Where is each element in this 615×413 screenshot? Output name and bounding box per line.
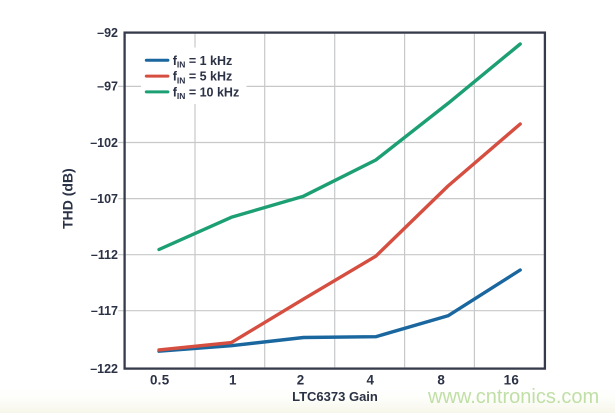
svg-text:fIN = 5 kHz: fIN = 5 kHz [173, 70, 233, 86]
svg-text:www.cntronics.com: www.cntronics.com [427, 386, 599, 408]
svg-text:1: 1 [229, 373, 237, 388]
svg-text:fIN = 10 kHz: fIN = 10 kHz [173, 85, 240, 101]
svg-text:8: 8 [437, 373, 445, 388]
svg-text:–102: –102 [90, 136, 118, 150]
svg-text:–107: –107 [90, 192, 118, 206]
svg-text:0.5: 0.5 [150, 373, 170, 388]
svg-text:fIN = 1 kHz: fIN = 1 kHz [173, 54, 233, 70]
svg-text:16: 16 [504, 373, 520, 388]
svg-text:–117: –117 [91, 304, 118, 318]
svg-text:LTC6373 Gain: LTC6373 Gain [292, 389, 378, 404]
svg-text:2: 2 [297, 373, 305, 388]
svg-text:4: 4 [367, 373, 375, 388]
svg-text:–112: –112 [91, 248, 118, 262]
svg-text:THD (dB): THD (dB) [60, 168, 76, 229]
svg-text:–122: –122 [90, 362, 118, 376]
svg-text:–92: –92 [97, 26, 118, 40]
svg-text:–97: –97 [97, 80, 118, 94]
